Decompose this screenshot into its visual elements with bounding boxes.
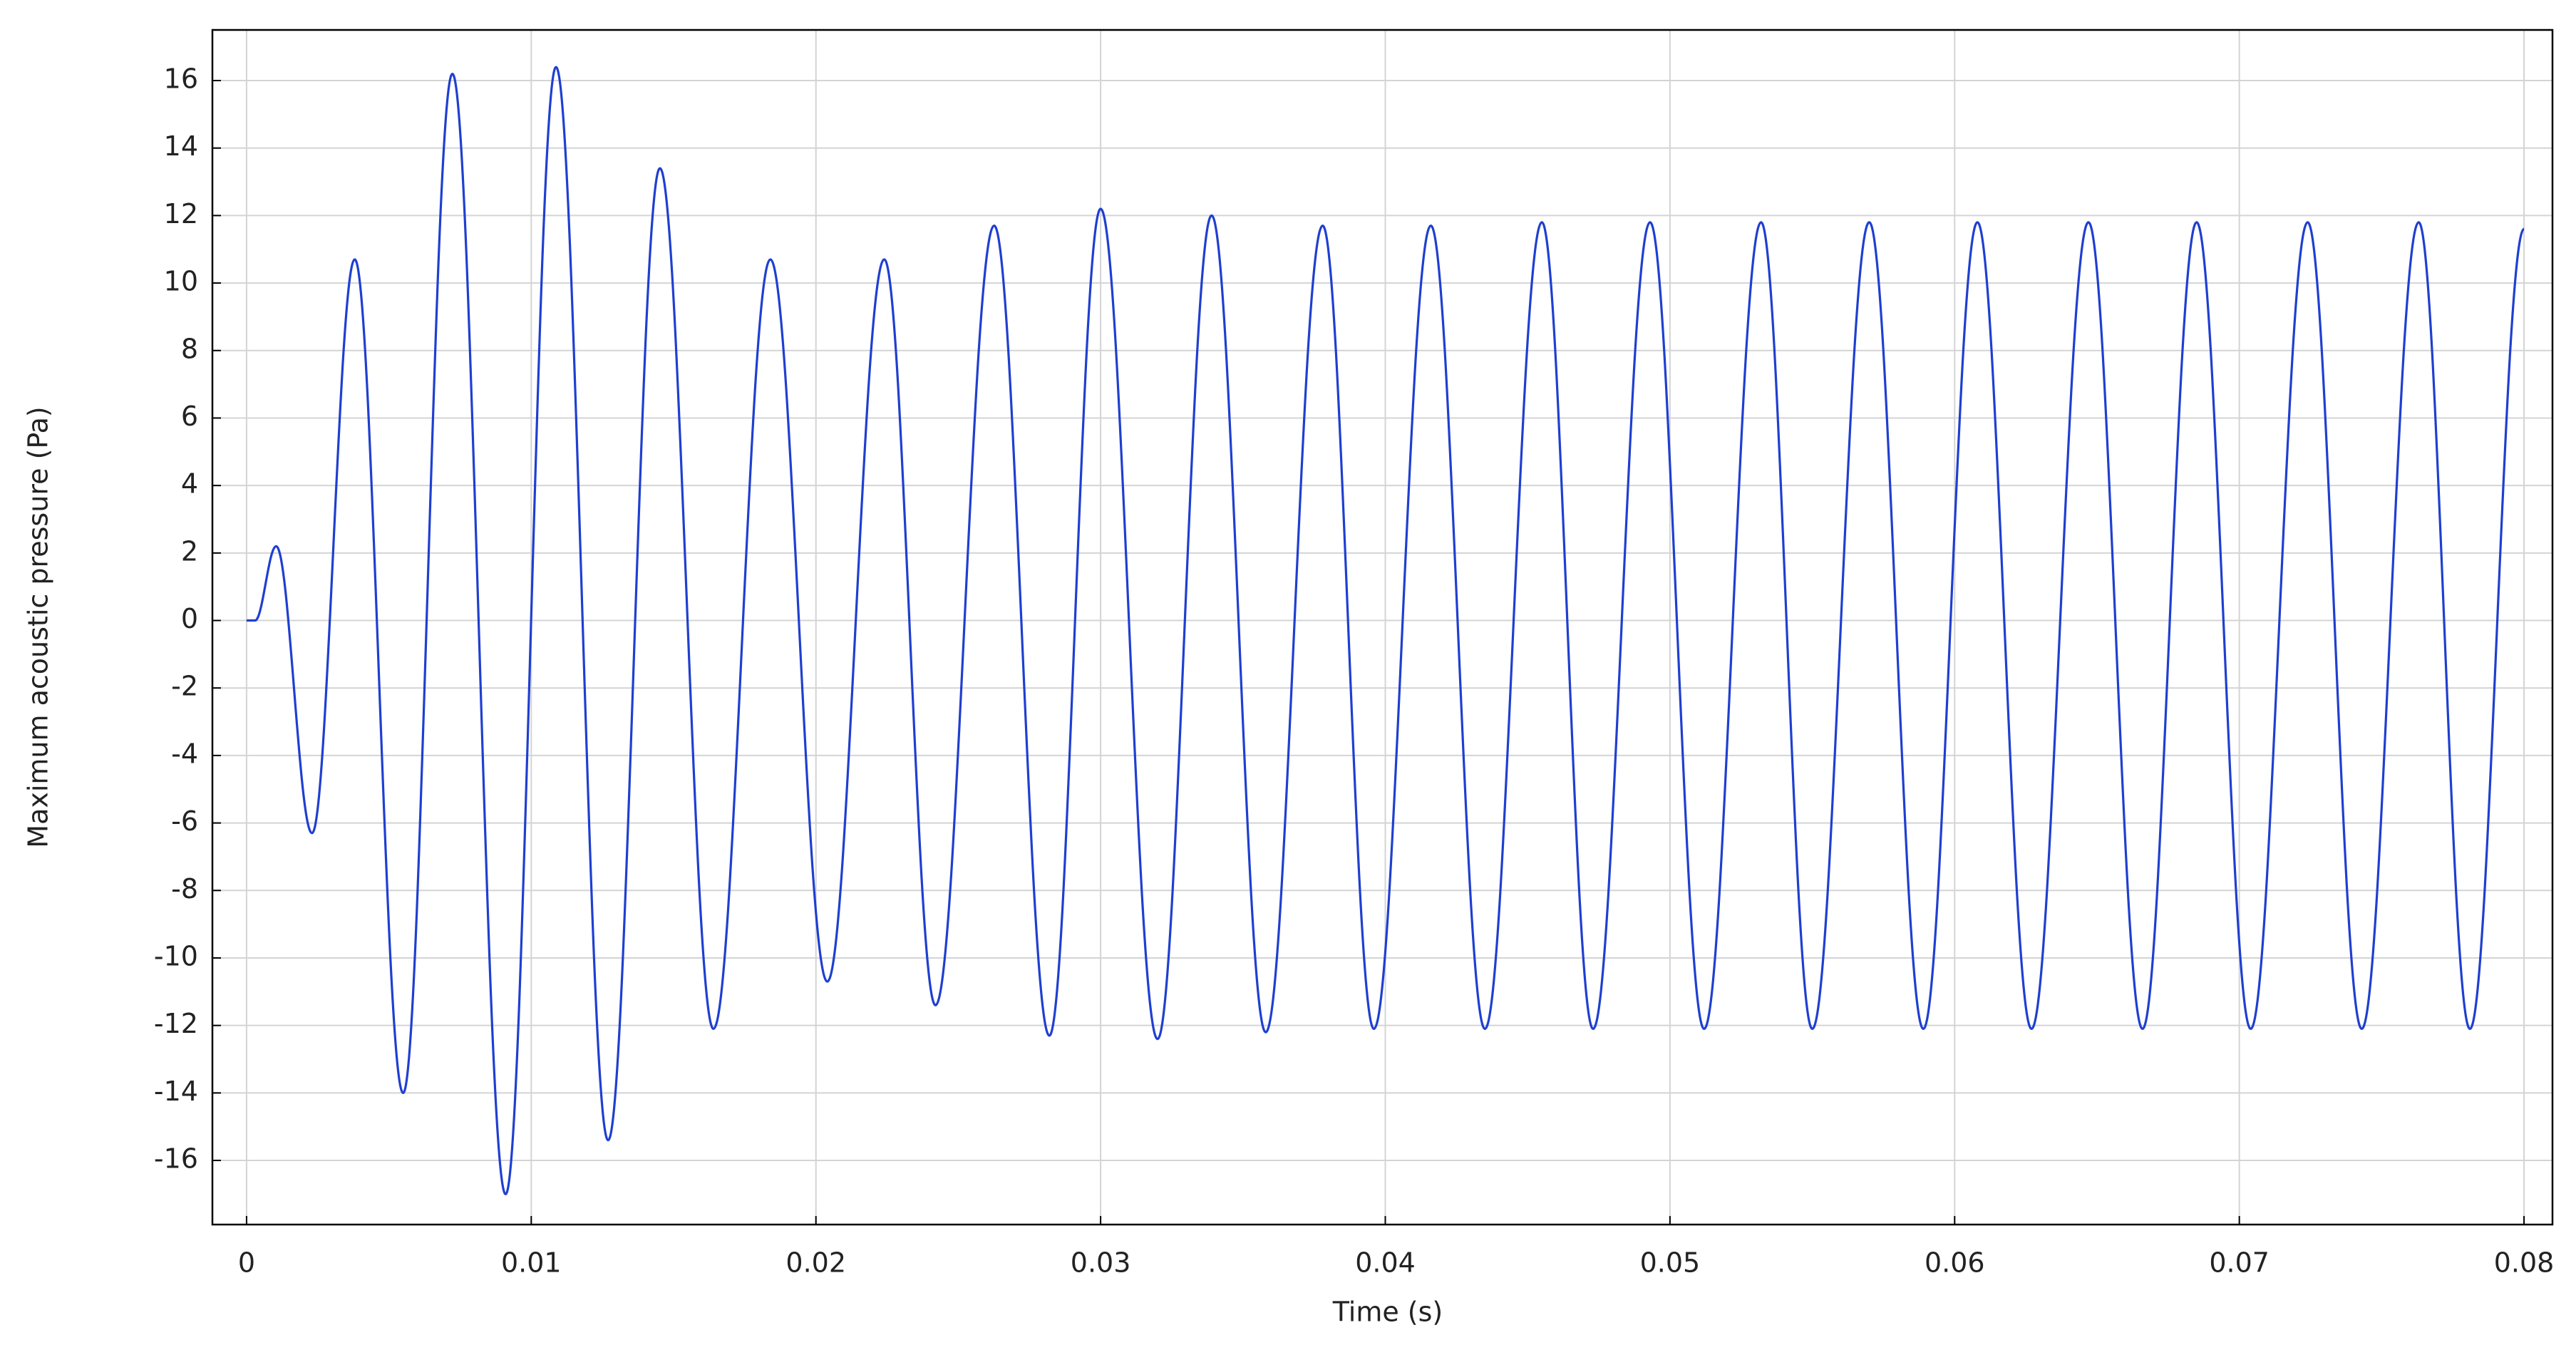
y-tick-label: 8 [181,333,198,364]
y-tick-label: 12 [164,198,198,230]
x-tick-label: 0.06 [1925,1247,1985,1279]
y-tick-label: 6 [181,401,198,432]
data-line [246,66,2525,1195]
x-tick-label: 0.07 [2209,1247,2270,1279]
y-tick-label: 10 [164,266,198,297]
y-tick-label: 0 [181,603,198,634]
x-tick-label: 0.01 [501,1247,562,1279]
y-tick-label: -14 [154,1076,198,1107]
y-tick-label: 14 [164,130,198,162]
y-tick-label: 2 [181,535,198,567]
x-tick-label: 0.04 [1355,1247,1416,1279]
x-axis-label: Time (s) [1332,1297,1443,1328]
y-tick-label: -4 [171,738,198,769]
y-tick-label: -2 [171,671,198,702]
x-tick-label: 0.05 [1640,1247,1701,1279]
x-tick-label: 0.03 [1071,1247,1131,1279]
y-tick-label: 4 [181,468,198,500]
y-axis-label: Maximum acoustic pressure (Pa) [23,406,54,847]
x-tick-label: 0.02 [785,1247,846,1279]
y-tick-label: -6 [171,805,198,837]
x-tick-label: 0.08 [2494,1247,2555,1279]
y-tick-label: -8 [171,873,198,905]
x-tick-label: 0 [238,1247,255,1279]
y-tick-label: -16 [154,1143,198,1175]
y-tick-label: -12 [154,1008,198,1039]
y-tick-label: 16 [164,63,198,95]
y-tick-label: -10 [154,940,198,972]
plot-frame [211,29,2554,1226]
